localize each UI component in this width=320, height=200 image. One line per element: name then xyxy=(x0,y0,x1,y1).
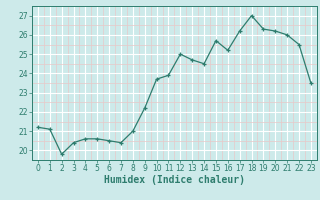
X-axis label: Humidex (Indice chaleur): Humidex (Indice chaleur) xyxy=(104,175,245,185)
